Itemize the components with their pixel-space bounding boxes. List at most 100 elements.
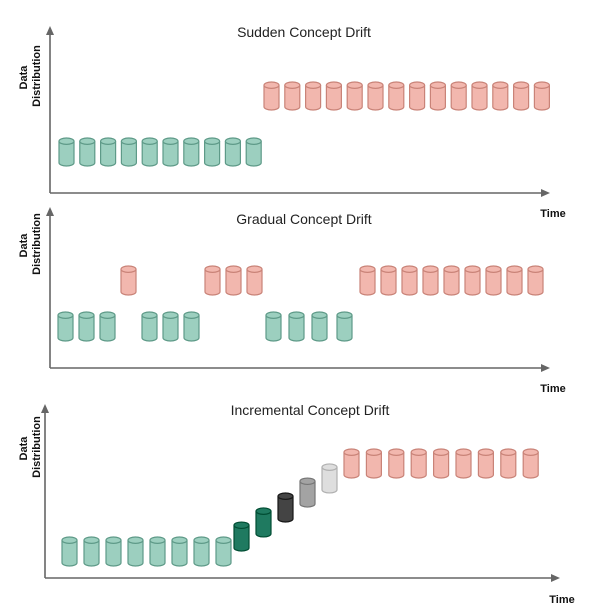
- cylinder-body: [450, 85, 467, 111]
- cylinder-body: [455, 452, 472, 479]
- cylinder-top: [99, 311, 116, 320]
- cylinder: [78, 311, 95, 342]
- cylinder-top: [171, 536, 188, 545]
- cylinder-body: [162, 141, 179, 167]
- cylinder-top: [225, 265, 242, 274]
- cylinder-top: [57, 311, 74, 320]
- cylinder-body: [401, 269, 418, 296]
- cylinder: [464, 265, 481, 296]
- cylinder-top: [443, 265, 460, 274]
- cylinder-top: [429, 81, 446, 90]
- x-axis-label-sudden: Time: [540, 208, 565, 220]
- cylinder-top: [277, 492, 294, 501]
- cylinder-body: [359, 269, 376, 296]
- x-axis-label-gradual: Time: [540, 383, 565, 395]
- cylinder-body: [471, 85, 488, 111]
- cylinder: [325, 81, 342, 111]
- cylinder-top: [120, 137, 137, 146]
- cylinder-body: [57, 315, 74, 342]
- cylinder-body: [410, 452, 427, 479]
- cylinder: [183, 311, 200, 342]
- cylinder-body: [99, 315, 116, 342]
- y-axis-label-incremental: Data Distribution: [18, 416, 43, 478]
- cylinder: [141, 311, 158, 342]
- cylinder-body: [325, 85, 342, 111]
- cylinder-group-incremental: [61, 448, 539, 567]
- cylinder-top: [61, 536, 78, 545]
- cylinder-top: [162, 137, 179, 146]
- cylinder-group-sudden: [58, 81, 551, 167]
- cylinder: [367, 81, 384, 111]
- cylinder: [512, 81, 530, 111]
- y-axis-label-gradual: Data Distribution: [18, 213, 43, 275]
- cylinder-top: [183, 311, 200, 320]
- cylinder-top: [215, 536, 232, 545]
- cylinder-top: [500, 448, 517, 457]
- cylinder: [127, 536, 144, 567]
- cylinder: [99, 311, 116, 342]
- cylinder-top: [233, 521, 250, 530]
- cylinder-body: [492, 85, 509, 111]
- y-axis-label-line2: Distribution: [31, 416, 43, 478]
- cylinder-top: [99, 137, 117, 146]
- y-axis-arrow-icon: [41, 404, 49, 413]
- cylinder-top: [224, 137, 241, 146]
- cylinder: [311, 311, 328, 342]
- cylinder-body: [365, 452, 382, 479]
- cylinder: [321, 463, 338, 494]
- cylinder-top: [401, 265, 418, 274]
- cylinder-top: [380, 265, 397, 274]
- cylinder-top: [284, 81, 301, 90]
- cylinder: [471, 81, 488, 111]
- cylinder-top: [485, 265, 502, 274]
- cylinder: [359, 265, 376, 296]
- cylinder: [443, 265, 460, 296]
- cylinder-body: [265, 315, 282, 342]
- cylinder-top: [422, 265, 439, 274]
- cylinder-body: [255, 511, 272, 538]
- cylinder-body: [311, 315, 328, 342]
- cylinder-body: [58, 141, 75, 167]
- cylinder: [388, 448, 405, 479]
- cylinder-body: [305, 85, 322, 111]
- cylinder: [105, 536, 122, 567]
- cylinder-body: [506, 269, 523, 296]
- cylinder-top: [246, 265, 263, 274]
- cylinder-top: [299, 477, 316, 486]
- cylinder-body: [100, 141, 117, 167]
- cylinder: [410, 448, 427, 479]
- cylinder-top: [388, 448, 405, 457]
- cylinder-top: [204, 137, 221, 146]
- cylinder: [83, 536, 100, 567]
- cylinder: [61, 536, 78, 567]
- cylinder-top: [533, 81, 551, 90]
- cylinder-top: [455, 448, 472, 457]
- cylinder: [246, 265, 263, 296]
- cylinder-body: [284, 85, 301, 111]
- cylinder-top: [388, 81, 405, 90]
- cylinder: [380, 265, 397, 296]
- cylinder-body: [527, 269, 544, 296]
- cylinder-top: [492, 81, 509, 90]
- cylinder: [288, 311, 305, 342]
- cylinder-top: [183, 137, 200, 146]
- cylinder-body: [224, 141, 241, 167]
- cylinder-body: [162, 315, 179, 342]
- cylinder-top: [265, 311, 282, 320]
- cylinder-top: [343, 448, 360, 457]
- axes-layer: [41, 26, 560, 582]
- cylinder-top: [346, 81, 363, 90]
- y-axis-label-line2: Distribution: [31, 213, 43, 275]
- cylinder: [388, 81, 405, 111]
- cylinder: [193, 536, 210, 567]
- cylinder-body: [79, 141, 96, 167]
- cylinder: [149, 536, 166, 567]
- cylinder-body: [513, 85, 530, 111]
- cylinder-body: [149, 540, 166, 567]
- cylinder-top: [141, 311, 158, 320]
- cylinder: [233, 521, 250, 552]
- y-axis-label-sudden: Data Distribution: [18, 45, 43, 107]
- cylinder: [265, 311, 282, 342]
- y-axis-label-line1: Data: [18, 233, 30, 258]
- cylinder: [162, 311, 179, 342]
